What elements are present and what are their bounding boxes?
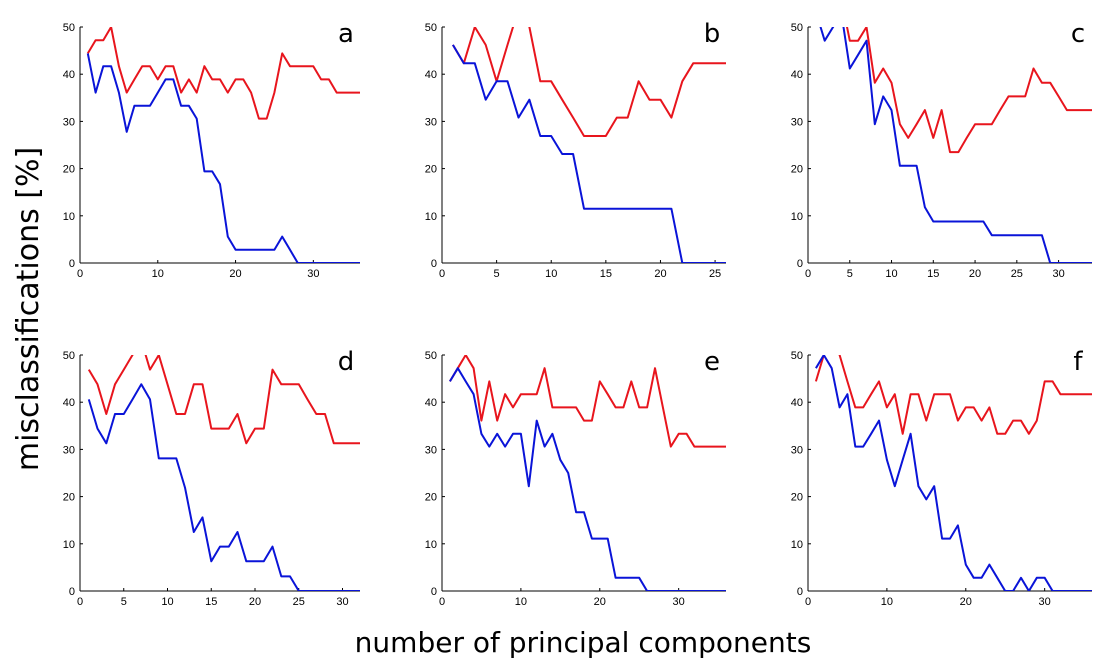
x-tick-label: 15	[927, 268, 939, 280]
y-tick-label: 40	[425, 69, 437, 81]
x-tick-label: 0	[77, 596, 83, 608]
y-tick-label: 10	[425, 539, 437, 551]
blue-series-line	[452, 44, 726, 263]
x-tick-label: 25	[293, 596, 305, 608]
y-tick-label: 20	[425, 492, 437, 504]
x-tick-label: 5	[121, 596, 127, 608]
panel-label: e	[704, 347, 720, 377]
y-tick-label: 50	[425, 22, 437, 34]
y-tick-label: 0	[797, 586, 803, 598]
blue-series-line	[815, 355, 1092, 591]
panel-label: a	[338, 19, 354, 49]
red-series-line	[814, 355, 1092, 435]
x-tick-label: 30	[336, 596, 348, 608]
y-tick-label: 30	[63, 116, 75, 128]
y-tick-label: 20	[791, 492, 803, 504]
x-tick-label: 20	[229, 268, 241, 280]
panel-label: c	[1071, 19, 1085, 49]
x-tick-label: 30	[307, 268, 319, 280]
x-tick-label: 0	[77, 268, 83, 280]
red-series-line	[452, 27, 726, 137]
red-series-line	[86, 27, 360, 120]
x-tick-label: 5	[494, 268, 500, 280]
x-tick-label: 30	[1039, 596, 1051, 608]
x-tick-label: 20	[249, 596, 261, 608]
x-tick-label: 15	[600, 268, 612, 280]
y-tick-label: 40	[63, 397, 75, 409]
y-tick-label: 50	[791, 22, 803, 34]
y-tick-label: 10	[791, 539, 803, 551]
panel-f: 0 10 20 30 40 50 0 10 20 30 f	[791, 347, 1092, 608]
y-axis-label: misclassifications [%]	[11, 147, 46, 471]
red-series-line	[87, 355, 360, 445]
x-tick-label: 25	[1011, 268, 1023, 280]
x-axis-label: number of principal components	[355, 626, 812, 659]
y-tick-label: 40	[791, 397, 803, 409]
y-tick-label: 50	[425, 350, 437, 362]
y-tick-label: 0	[431, 586, 437, 598]
red-series-line	[846, 27, 1092, 154]
y-tick-label: 30	[425, 116, 437, 128]
panel-d: 0 10 20 30 40 50 0 5 10 15 20 25 30 d	[63, 347, 360, 608]
blue-series-line	[819, 27, 1092, 263]
y-tick-label: 10	[425, 211, 437, 223]
y-tick-label: 10	[63, 539, 75, 551]
y-tick-label: 30	[425, 444, 437, 456]
y-tick-label: 0	[69, 258, 75, 270]
y-tick-label: 10	[791, 211, 803, 223]
red-series-line	[449, 355, 726, 448]
y-tick-label: 10	[63, 211, 75, 223]
y-tick-label: 50	[791, 350, 803, 362]
x-tick-label: 20	[654, 268, 666, 280]
x-tick-label: 5	[847, 268, 853, 280]
y-tick-label: 50	[63, 350, 75, 362]
x-tick-label: 10	[161, 596, 173, 608]
blue-series-line	[86, 53, 360, 263]
x-tick-label: 25	[709, 268, 721, 280]
y-tick-label: 0	[431, 258, 437, 270]
x-tick-label: 10	[545, 268, 557, 280]
y-tick-label: 30	[63, 444, 75, 456]
panel-e: 0 10 20 30 40 50 0 10 20 30 e	[425, 347, 726, 608]
blue-series-line	[87, 383, 360, 591]
x-tick-label: 20	[969, 268, 981, 280]
panel-c: 0 10 20 30 40 50 0 5 10 15 20 25 30 c	[791, 19, 1092, 280]
y-tick-label: 40	[791, 69, 803, 81]
y-tick-label: 30	[791, 116, 803, 128]
panel-a: 0 10 20 30 40 50 0 10 20 30 a	[63, 19, 360, 280]
x-tick-label: 0	[439, 596, 445, 608]
y-tick-label: 30	[791, 444, 803, 456]
y-tick-label: 20	[63, 164, 75, 176]
y-tick-label: 40	[425, 397, 437, 409]
panel-label: f	[1073, 347, 1083, 377]
blue-series-line	[449, 367, 726, 591]
y-tick-label: 50	[63, 22, 75, 34]
y-tick-label: 0	[797, 258, 803, 270]
panel-b: 0 10 20 30 40 50 0 5 10 15 20 25 b	[425, 19, 726, 280]
x-tick-label: 15	[205, 596, 217, 608]
panel-label: b	[704, 19, 721, 49]
y-tick-label: 0	[69, 586, 75, 598]
x-tick-label: 20	[594, 596, 606, 608]
y-tick-label: 20	[425, 164, 437, 176]
y-tick-label: 20	[791, 164, 803, 176]
y-tick-label: 20	[63, 492, 75, 504]
x-tick-label: 30	[673, 596, 685, 608]
x-tick-label: 10	[885, 268, 897, 280]
x-tick-label: 20	[960, 596, 972, 608]
panel-label: d	[338, 347, 355, 377]
x-tick-label: 10	[152, 268, 164, 280]
x-tick-label: 0	[805, 268, 811, 280]
x-tick-label: 10	[881, 596, 893, 608]
x-tick-label: 0	[439, 268, 445, 280]
x-tick-label: 30	[1052, 268, 1064, 280]
y-tick-label: 40	[63, 69, 75, 81]
x-tick-label: 10	[515, 596, 527, 608]
x-tick-label: 0	[805, 596, 811, 608]
